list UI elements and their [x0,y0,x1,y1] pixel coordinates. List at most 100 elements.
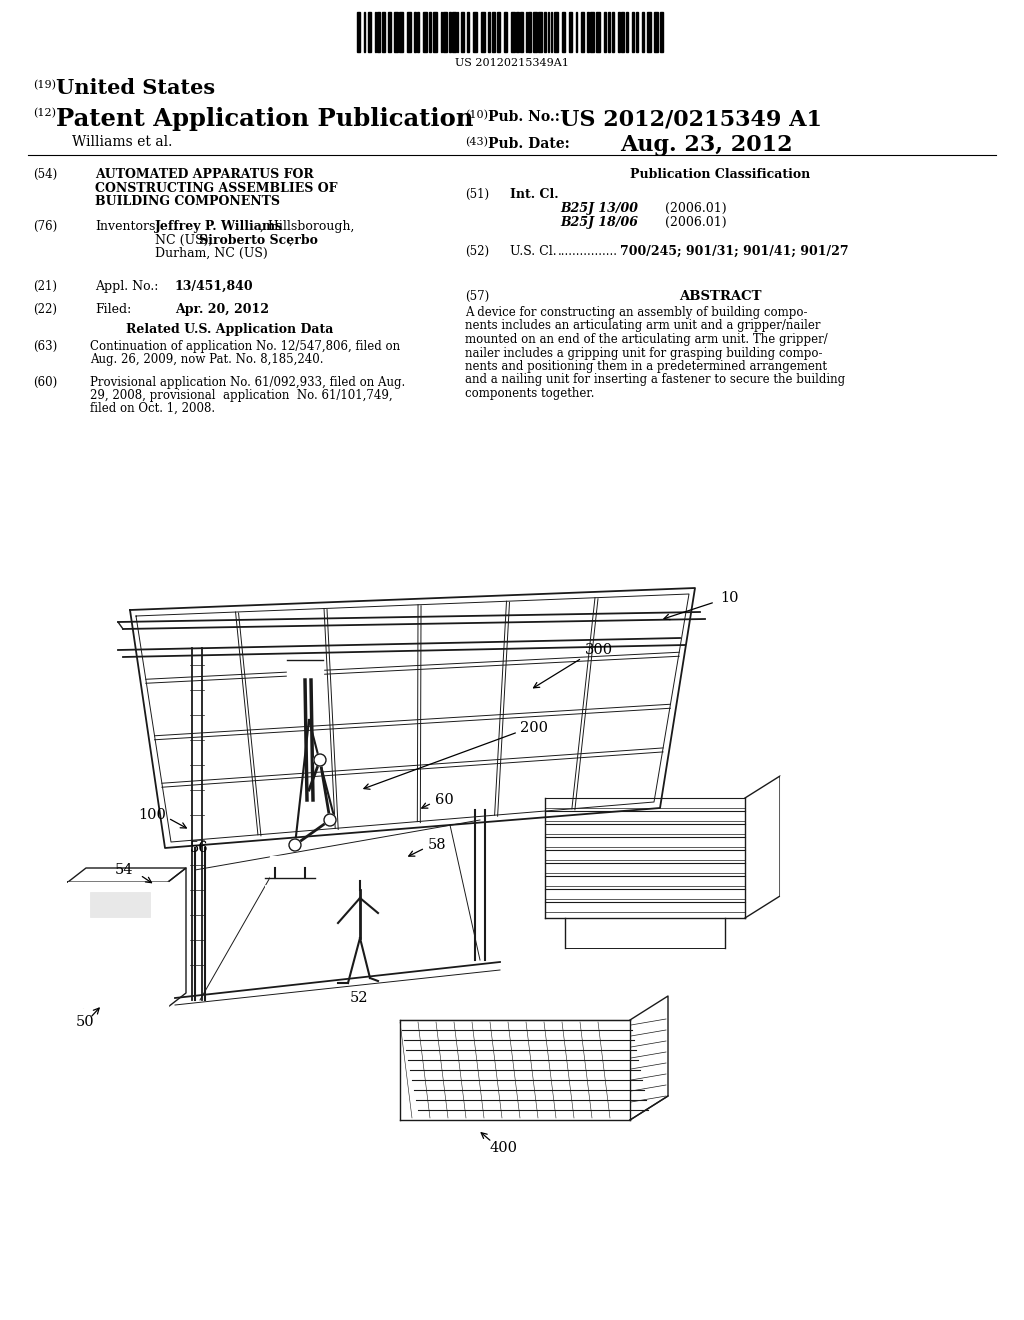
Text: Filed:: Filed: [95,304,131,315]
Text: (10): (10) [465,110,488,120]
Text: Siroberto Scerbo: Siroberto Scerbo [199,234,317,247]
Bar [497,12,500,51]
Bar [604,12,606,51]
Bar [618,12,620,51]
Bar [562,12,565,51]
Text: 200: 200 [520,721,548,735]
Text: 58: 58 [428,838,446,851]
Text: (57): (57) [465,290,489,304]
Text: (22): (22) [33,304,57,315]
Circle shape [314,754,326,766]
Bar [596,12,600,51]
Text: NC (US);: NC (US); [155,234,217,247]
Bar [473,12,477,51]
Text: (51): (51) [465,187,489,201]
Circle shape [349,859,371,880]
Bar [780,776,798,896]
Text: nents includes an articulating arm unit and a gripper/nailer: nents includes an articulating arm unit … [465,319,820,333]
Bar [626,12,628,51]
Bar [544,12,546,51]
Text: 29, 2008, provisional  application  No. 61/101,749,: 29, 2008, provisional application No. 61… [90,389,392,403]
Text: (12): (12) [33,108,56,119]
Text: Aug. 26, 2009, now Pat. No. 8,185,240.: Aug. 26, 2009, now Pat. No. 8,185,240. [90,352,324,366]
Text: nailer includes a gripping unit for grasping building compo-: nailer includes a gripping unit for gras… [465,346,822,359]
Text: 13/451,840: 13/451,840 [175,280,254,293]
Bar [270,855,310,886]
Bar [452,12,456,51]
Bar [357,12,360,51]
Bar [581,12,584,51]
Bar [407,12,411,51]
Text: (21): (21) [33,280,57,293]
Bar [660,12,663,51]
Bar [587,12,589,51]
Text: Jeffrey P. Williams: Jeffrey P. Williams [155,220,283,234]
Text: ABSTRACT: ABSTRACT [679,290,761,304]
Text: ................: ................ [558,246,618,257]
Text: nents and positioning them in a predetermined arrangement: nents and positioning them in a predeter… [465,360,827,374]
Bar [534,12,537,51]
Bar [368,12,371,51]
Bar [399,12,403,51]
Bar [528,12,531,51]
Text: (76): (76) [33,220,57,234]
Bar [488,12,490,51]
Text: 54: 54 [115,863,133,876]
Text: 56: 56 [190,841,209,855]
Text: 50: 50 [76,1015,94,1030]
Text: ,: , [289,234,293,247]
Bar [423,12,427,51]
Bar [388,12,391,51]
Text: , Hillsborough,: , Hillsborough, [260,220,354,234]
Text: CONSTRUCTING ASSEMBLIES OF: CONSTRUCTING ASSEMBLIES OF [95,181,338,194]
Text: 400: 400 [490,1140,518,1155]
Text: Publication Classification: Publication Classification [630,168,810,181]
Bar [265,884,315,903]
Text: US 2012/0215349 A1: US 2012/0215349 A1 [560,108,822,129]
Bar [492,12,495,51]
Text: (2006.01): (2006.01) [665,216,727,228]
Bar [433,12,437,51]
Text: 700/245; 901/31; 901/41; 901/27: 700/245; 901/31; 901/41; 901/27 [620,246,849,257]
Bar [612,12,614,51]
Text: United States: United States [56,78,215,98]
Bar [621,12,624,51]
Bar [287,660,323,680]
Text: (54): (54) [33,168,57,181]
Bar [569,12,572,51]
Bar [443,12,447,51]
Bar [511,12,515,51]
Text: US 20120215349A1: US 20120215349A1 [455,58,569,69]
Text: 300: 300 [585,643,613,657]
Bar [467,12,469,51]
Text: Aug. 23, 2012: Aug. 23, 2012 [620,135,793,156]
Text: (43): (43) [465,137,488,148]
Text: Continuation of application No. 12/547,806, filed on: Continuation of application No. 12/547,8… [90,341,400,352]
Bar [481,12,485,51]
Text: Durham, NC (US): Durham, NC (US) [155,247,267,260]
Bar [647,12,651,51]
Bar [414,12,416,51]
Bar [642,12,644,51]
Text: (52): (52) [465,246,489,257]
Text: Pub. No.:: Pub. No.: [488,110,560,124]
Text: Apr. 20, 2012: Apr. 20, 2012 [175,304,269,315]
Text: Patent Application Publication: Patent Application Publication [56,107,473,131]
Text: AUTOMATED APPARATUS FOR: AUTOMATED APPARATUS FOR [95,168,313,181]
Text: Int. Cl.: Int. Cl. [510,187,559,201]
Text: Inventors:: Inventors: [95,220,160,234]
Bar [429,12,431,51]
Text: B25J 18/06: B25J 18/06 [560,216,638,228]
Text: Williams et al.: Williams et al. [72,135,172,149]
Text: and a nailing unit for inserting a fastener to secure the building: and a nailing unit for inserting a faste… [465,374,845,387]
Text: 10: 10 [720,591,738,605]
Text: Related U.S. Application Data: Related U.S. Application Data [126,323,334,337]
Text: (2006.01): (2006.01) [665,202,727,215]
Bar [636,12,638,51]
Text: 52: 52 [350,991,369,1005]
Bar [520,12,523,51]
Text: B25J 13/00: B25J 13/00 [560,202,638,215]
Text: A device for constructing an assembly of building compo-: A device for constructing an assembly of… [465,306,808,319]
Circle shape [324,814,336,826]
Bar [417,12,419,51]
